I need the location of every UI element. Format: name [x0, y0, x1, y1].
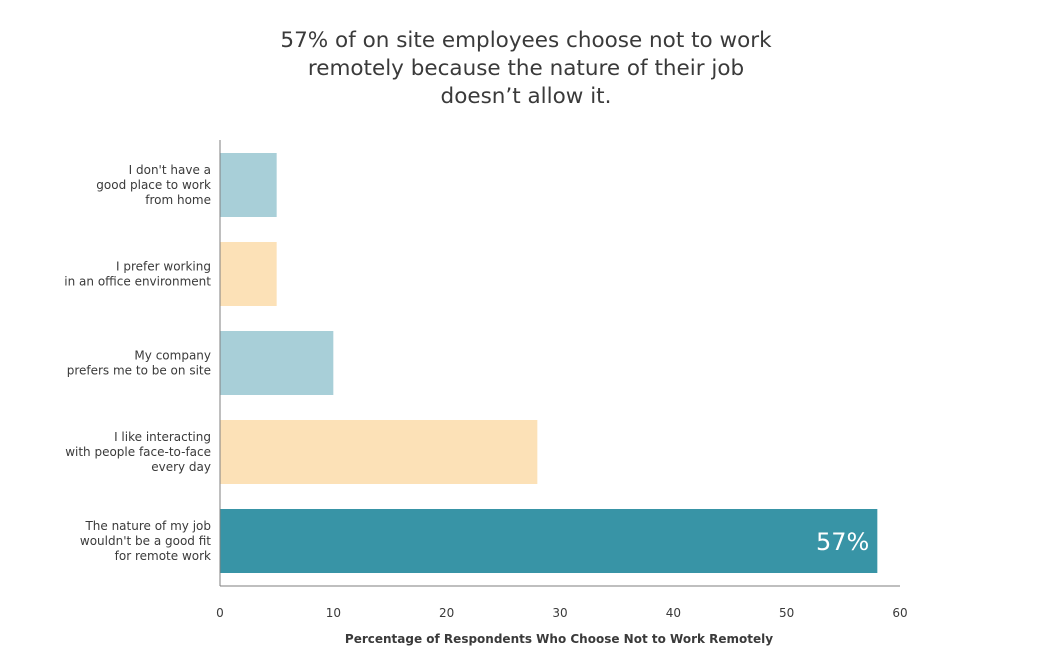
category-label-2-line-2: in an office environment	[64, 275, 211, 289]
category-label-5-line-2: wouldn't be a good fit	[80, 534, 211, 548]
category-label-4-line-1: I like interacting	[114, 430, 211, 444]
chart-title-line-1: 57% of on site employees choose not to w…	[280, 28, 772, 53]
bar-5	[220, 509, 878, 573]
category-label-4-line-3: every day	[151, 460, 211, 474]
x-axis-title: Percentage of Respondents Who Choose Not…	[345, 632, 773, 646]
x-tick-label-60: 60	[892, 606, 907, 620]
x-tick-label-20: 20	[439, 606, 454, 620]
bar-3	[220, 331, 334, 395]
chart-title-line-3: doesn’t allow it.	[440, 84, 612, 109]
x-tick-label-10: 10	[326, 606, 341, 620]
axes	[219, 140, 900, 587]
bar-2	[220, 242, 277, 306]
data-label-5: 57%	[816, 528, 869, 556]
category-label-3-line-1: My company	[134, 349, 211, 363]
category-label-5-line-1: The nature of my job	[84, 519, 211, 533]
category-label-5-line-3: for remote work	[115, 549, 211, 563]
x-tick-label-50: 50	[779, 606, 794, 620]
x-tick-label-30: 30	[552, 606, 567, 620]
category-label-4-line-2: with people face-to-face	[65, 445, 211, 459]
x-tick-label-0: 0	[216, 606, 224, 620]
chart-title: 57% of on site employees choose not to w…	[0, 27, 1038, 111]
bar-1	[220, 153, 277, 217]
bars-layer: 57%	[220, 153, 878, 573]
category-label-1-line-1: I don't have a	[129, 163, 211, 177]
x-tick-label-40: 40	[666, 606, 681, 620]
category-label-2-line-1: I prefer working	[116, 260, 211, 274]
category-label-3-line-2: prefers me to be on site	[67, 364, 211, 378]
x-tick-labels: 0 10 20 30 40 50 60	[216, 606, 907, 620]
bar-4	[220, 420, 538, 484]
category-label-1-line-3: from home	[145, 193, 211, 207]
category-label-1-line-2: good place to work	[96, 178, 211, 192]
chart-title-line-2: remotely because the nature of their job	[307, 56, 745, 81]
